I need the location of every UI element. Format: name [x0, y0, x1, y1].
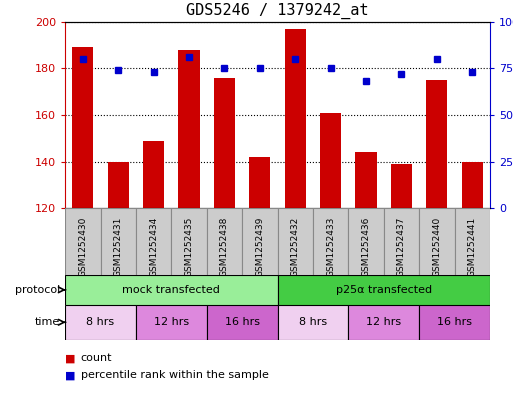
Bar: [214, 77, 235, 208]
Text: GSM1252435: GSM1252435: [185, 216, 193, 277]
Text: mock transfected: mock transfected: [123, 285, 220, 295]
Text: 12 hrs: 12 hrs: [154, 317, 189, 327]
Bar: [348, 208, 384, 275]
Bar: [179, 50, 200, 208]
Text: GSM1252440: GSM1252440: [432, 216, 441, 277]
Text: 12 hrs: 12 hrs: [366, 317, 401, 327]
Text: GSM1252434: GSM1252434: [149, 216, 158, 277]
Text: percentile rank within the sample: percentile rank within the sample: [81, 370, 268, 380]
Bar: [207, 305, 278, 340]
Bar: [249, 157, 270, 208]
Bar: [65, 305, 136, 340]
Text: GSM1252431: GSM1252431: [114, 216, 123, 277]
Text: GSM1252438: GSM1252438: [220, 216, 229, 277]
Text: 16 hrs: 16 hrs: [437, 317, 472, 327]
Bar: [285, 29, 306, 208]
Text: GSM1252430: GSM1252430: [78, 216, 87, 277]
Bar: [242, 208, 278, 275]
Text: GSM1252436: GSM1252436: [362, 216, 370, 277]
Bar: [313, 208, 348, 275]
Bar: [356, 152, 377, 208]
Text: ■: ■: [65, 370, 75, 380]
Title: GDS5246 / 1379242_at: GDS5246 / 1379242_at: [186, 3, 369, 19]
Text: GSM1252441: GSM1252441: [468, 216, 477, 277]
Bar: [108, 162, 129, 208]
Bar: [143, 141, 164, 208]
Bar: [278, 305, 348, 340]
Bar: [419, 208, 455, 275]
Bar: [72, 47, 93, 208]
Bar: [348, 305, 419, 340]
Bar: [455, 208, 490, 275]
Bar: [391, 164, 412, 208]
Bar: [136, 208, 171, 275]
Text: ■: ■: [65, 353, 75, 364]
Text: GSM1252433: GSM1252433: [326, 216, 335, 277]
Bar: [426, 80, 447, 208]
Text: GSM1252439: GSM1252439: [255, 216, 264, 277]
Bar: [419, 305, 490, 340]
Text: 8 hrs: 8 hrs: [299, 317, 327, 327]
Bar: [171, 208, 207, 275]
Bar: [65, 208, 101, 275]
Text: GSM1252437: GSM1252437: [397, 216, 406, 277]
Text: protocol: protocol: [15, 285, 60, 295]
Bar: [136, 305, 207, 340]
Bar: [65, 275, 278, 305]
Bar: [207, 208, 242, 275]
Bar: [101, 208, 136, 275]
Bar: [320, 113, 341, 208]
Text: time: time: [35, 317, 60, 327]
Text: count: count: [81, 353, 112, 364]
Bar: [462, 162, 483, 208]
Text: GSM1252432: GSM1252432: [291, 216, 300, 277]
Bar: [278, 275, 490, 305]
Bar: [384, 208, 419, 275]
Text: 8 hrs: 8 hrs: [87, 317, 114, 327]
Text: p25α transfected: p25α transfected: [336, 285, 432, 295]
Text: 16 hrs: 16 hrs: [225, 317, 260, 327]
Bar: [278, 208, 313, 275]
